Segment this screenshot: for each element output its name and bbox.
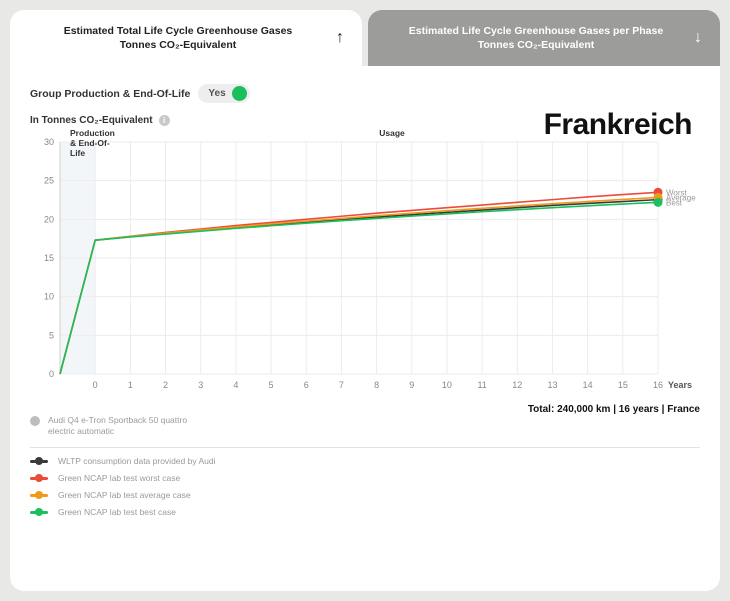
arrow-up-icon: ↑	[336, 27, 344, 49]
info-icon[interactable]: i	[159, 115, 170, 126]
legend-item: Green NCAP lab test average case	[30, 490, 700, 500]
svg-text:15: 15	[44, 253, 54, 263]
tab-bar: Estimated Total Life Cycle Greenhouse Ga…	[10, 10, 720, 66]
svg-text:11: 11	[477, 380, 486, 390]
legend-label: Green NCAP lab test best case	[58, 507, 176, 517]
svg-text:0: 0	[93, 380, 98, 390]
tab-total-line1: Estimated Total Life Cycle Greenhouse Ga…	[64, 25, 293, 37]
svg-text:6: 6	[304, 380, 309, 390]
svg-text:3: 3	[198, 380, 203, 390]
svg-text:0: 0	[49, 369, 54, 379]
legend-item: WLTP consumption data provided by Audi	[30, 456, 700, 466]
legend-swatch	[30, 460, 48, 463]
tab-per-phase[interactable]: Estimated Life Cycle Greenhouse Gases pe…	[368, 10, 720, 66]
svg-text:25: 25	[44, 176, 54, 186]
phase-label-production: Production & End-Of-Life	[70, 128, 112, 158]
legend: WLTP consumption data provided by Audi Gr…	[30, 456, 700, 517]
svg-text:12: 12	[512, 380, 522, 390]
vehicle-row: Audi Q4 e-Tron Sportback 50 quattro elec…	[30, 415, 700, 437]
total-summary: Total: 240,000 km | 16 years | France	[30, 404, 700, 415]
svg-text:16: 16	[653, 380, 663, 390]
phase-label-usage: Usage	[112, 128, 672, 158]
svg-text:5: 5	[49, 330, 54, 340]
svg-text:30: 30	[44, 137, 54, 147]
legend-swatch	[30, 511, 48, 514]
tab-phase-line1: Estimated Life Cycle Greenhouse Gases pe…	[409, 25, 663, 37]
group-toggle[interactable]: Yes	[198, 84, 249, 103]
svg-text:7: 7	[339, 380, 344, 390]
vehicle-name: Audi Q4 e-Tron Sportback 50 quattro	[48, 415, 187, 425]
svg-text:Best: Best	[666, 198, 683, 207]
tab-total[interactable]: Estimated Total Life Cycle Greenhouse Ga…	[10, 10, 362, 66]
divider	[30, 447, 700, 448]
line-chart: 051015202530012345678910111213141516Year…	[30, 128, 700, 396]
legend-item: Green NCAP lab test best case	[30, 507, 700, 517]
vehicle-dot-icon	[30, 416, 40, 426]
toggle-text: Yes	[208, 88, 225, 99]
legend-label: Green NCAP lab test worst case	[58, 473, 180, 483]
svg-text:8: 8	[374, 380, 379, 390]
legend-label: WLTP consumption data provided by Audi	[58, 456, 216, 466]
tab-phase-line2: Tonnes CO₂-Equivalent	[478, 39, 594, 51]
y-axis-title: In Tonnes CO₂-Equivalent	[30, 115, 153, 126]
svg-text:10: 10	[442, 380, 452, 390]
tab-total-line2: Tonnes CO₂-Equivalent	[120, 39, 236, 51]
svg-text:2: 2	[163, 380, 168, 390]
vehicle-variant: electric automatic	[48, 426, 114, 436]
svg-text:5: 5	[269, 380, 274, 390]
group-toggle-label: Group Production & End-Of-Life	[30, 88, 190, 100]
svg-text:9: 9	[409, 380, 414, 390]
legend-label: Green NCAP lab test average case	[58, 490, 191, 500]
legend-swatch	[30, 494, 48, 497]
arrow-down-icon: ↓	[694, 27, 702, 49]
svg-text:15: 15	[618, 380, 628, 390]
chart-panel: Group Production & End-Of-Life Yes In To…	[10, 66, 720, 591]
svg-text:Years: Years	[668, 380, 692, 390]
svg-text:1: 1	[128, 380, 133, 390]
legend-item: Green NCAP lab test worst case	[30, 473, 700, 483]
svg-text:14: 14	[583, 380, 593, 390]
svg-text:10: 10	[44, 292, 54, 302]
svg-text:20: 20	[44, 214, 54, 224]
svg-text:4: 4	[233, 380, 238, 390]
toggle-knob	[232, 86, 247, 101]
svg-text:13: 13	[547, 380, 557, 390]
legend-swatch	[30, 477, 48, 480]
